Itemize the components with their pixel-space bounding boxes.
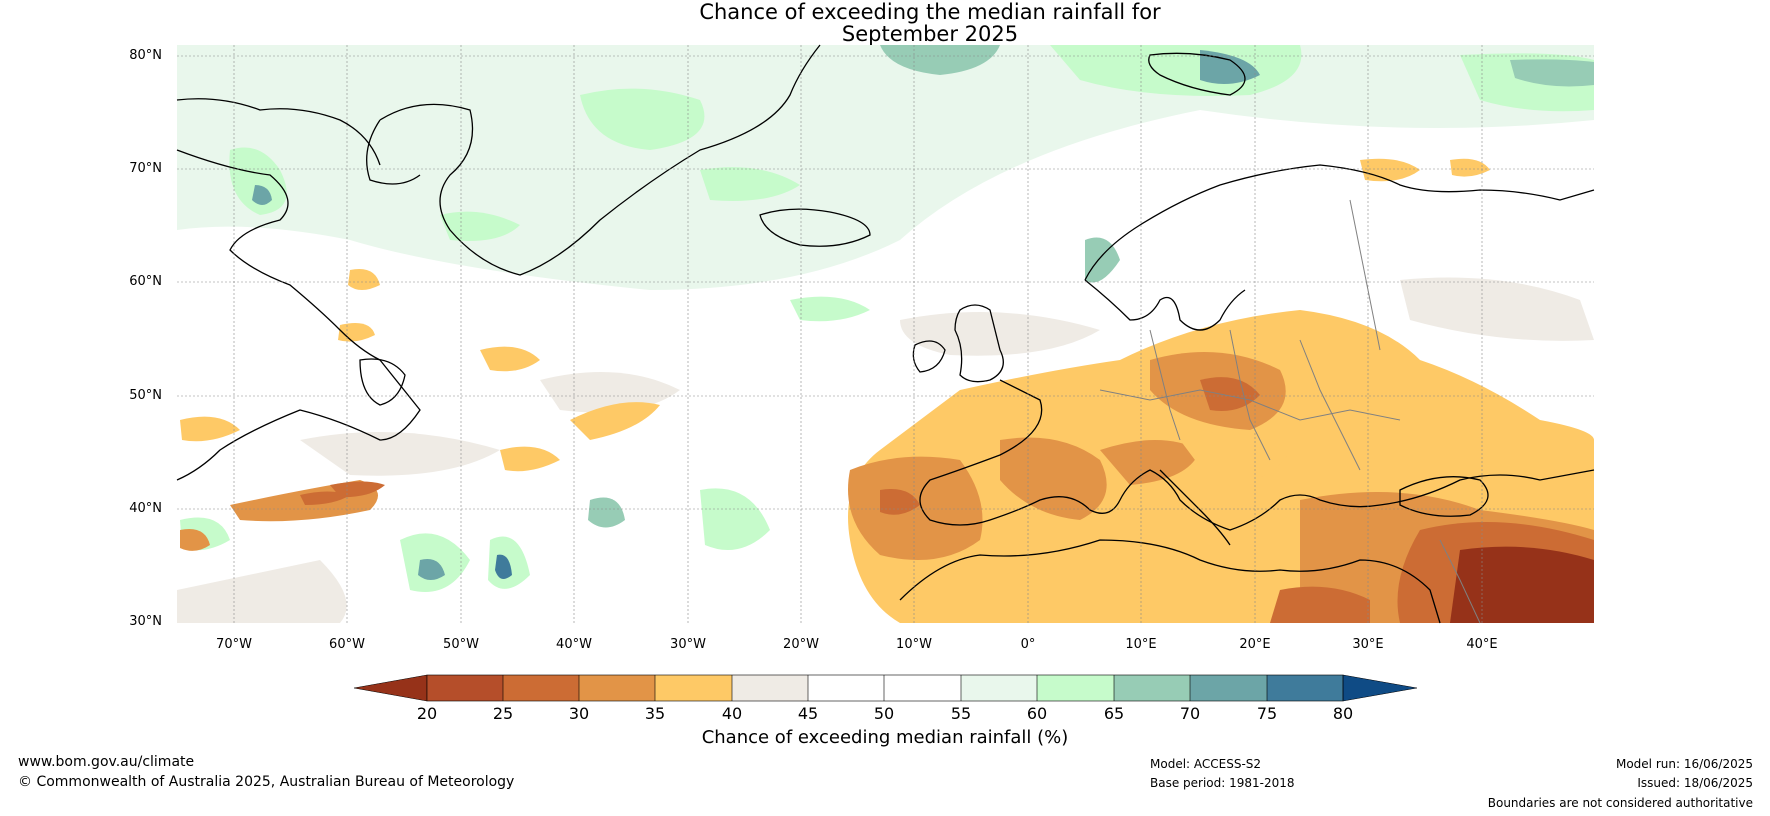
lon-label: 30°E <box>1352 637 1384 652</box>
colorbar-under-arrow <box>353 674 428 702</box>
colorbar-tick: 20 <box>416 704 438 723</box>
lon-label: 30°W <box>670 637 706 652</box>
colorbar-tick: 45 <box>797 704 819 723</box>
colorbar <box>353 674 1418 702</box>
colorbar-tick: 50 <box>873 704 895 723</box>
colorbar-tick: 65 <box>1103 704 1125 723</box>
lon-label: 60°W <box>329 637 365 652</box>
colorbar-tick: 30 <box>568 704 590 723</box>
colorbar-bin <box>427 675 503 701</box>
footer-url: www.bom.gov.au/climate <box>18 754 195 770</box>
map-title-line1: Chance of exceeding the median rainfall … <box>699 0 1161 24</box>
colorbar-tick: 35 <box>644 704 666 723</box>
footer-disclaimer: Boundaries are not considered authoritat… <box>1487 796 1753 810</box>
country-borders <box>1099 199 1481 624</box>
colorbar-tick: 70 <box>1179 704 1201 723</box>
lon-label: 20°W <box>783 637 819 652</box>
colorbar-bin <box>884 675 961 701</box>
lat-label: 40°N <box>129 501 162 516</box>
colorbar-tick: 40 <box>721 704 743 723</box>
lon-label: 10°W <box>896 637 932 652</box>
colorbar-bin <box>808 675 884 701</box>
lat-label: 80°N <box>129 48 162 63</box>
coastlines <box>176 44 1595 624</box>
lon-label: 40°E <box>1466 637 1498 652</box>
footer-base-period: Base period: 1981-2018 <box>1150 776 1295 790</box>
footer-issued: Issued: 18/06/2025 <box>1637 776 1753 790</box>
colorbar-title: Chance of exceeding median rainfall (%) <box>701 727 1069 748</box>
colorbar-bin <box>1190 675 1267 701</box>
colorbar-bin <box>579 675 655 701</box>
colorbar-bin <box>1037 675 1114 701</box>
lat-label: 30°N <box>129 614 162 629</box>
colorbar-bin <box>655 675 732 701</box>
lat-label: 50°N <box>129 388 162 403</box>
lat-label: 60°N <box>129 274 162 289</box>
footer-model-run: Model run: 16/06/2025 <box>1615 757 1753 771</box>
footer-copyright: © Commonwealth of Australia 2025, Austra… <box>18 774 515 790</box>
probability-field <box>177 45 1594 623</box>
lat-label: 70°N <box>129 161 162 176</box>
lon-label: 20°E <box>1239 637 1271 652</box>
colorbar-tick: 60 <box>1026 704 1048 723</box>
colorbar-tick: 80 <box>1332 704 1354 723</box>
colorbar-tick: 75 <box>1256 704 1278 723</box>
lon-label: 10°E <box>1125 637 1157 652</box>
colorbar-tick: 55 <box>950 704 972 723</box>
lon-label: 0° <box>1020 637 1036 652</box>
colorbar-bin <box>1267 675 1343 701</box>
colorbar-bin <box>503 675 579 701</box>
lon-label: 50°W <box>443 637 479 652</box>
lon-label: 70°W <box>216 637 252 652</box>
graticule <box>177 45 1594 623</box>
colorbar-over-arrow <box>1342 674 1418 702</box>
colorbar-bin <box>1114 675 1190 701</box>
colorbar-tick: 25 <box>492 704 514 723</box>
colorbar-bin <box>961 675 1037 701</box>
footer-model: Model: ACCESS-S2 <box>1150 757 1262 771</box>
colorbar-bin <box>732 675 808 701</box>
lon-label: 40°W <box>556 637 592 652</box>
map-title-line2: September 2025 <box>841 22 1019 46</box>
